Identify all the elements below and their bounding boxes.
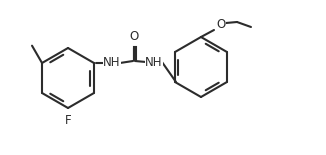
Text: O: O xyxy=(216,18,226,31)
Text: NH: NH xyxy=(145,55,163,69)
Text: NH: NH xyxy=(103,57,121,69)
Text: O: O xyxy=(129,30,139,43)
Text: F: F xyxy=(65,114,71,127)
